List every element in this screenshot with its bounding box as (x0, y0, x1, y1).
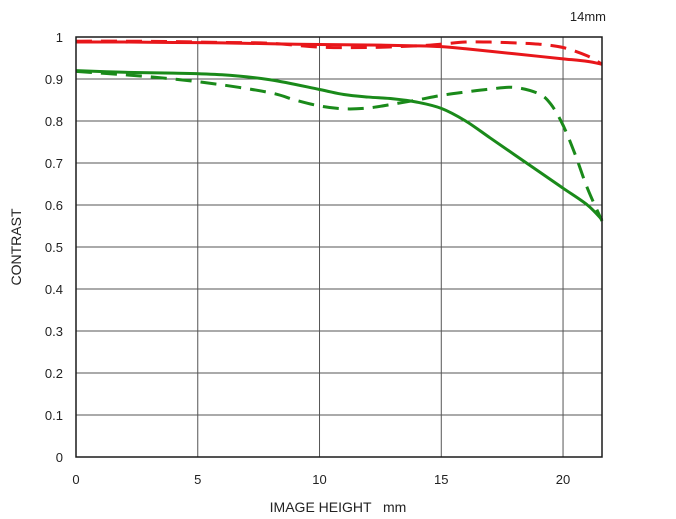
series-line-green-dashed (75, 69, 604, 222)
y-tick-label: 0.4 (45, 282, 63, 297)
y-tick-label: 0.9 (45, 72, 63, 87)
y-tick-label: 0.6 (45, 198, 63, 213)
x-axis-title: IMAGE HEIGHT mm (270, 499, 407, 515)
gridlines (75, 36, 602, 458)
y-tick-label: 0.8 (45, 114, 63, 129)
series-line-red-dashed (75, 39, 603, 66)
focal-length-label: 14mm (570, 9, 606, 24)
y-tick-label: 1 (56, 30, 63, 45)
y-tick-label: 0.7 (45, 156, 63, 171)
x-tick-label: 5 (194, 472, 201, 487)
plot-area-frame (75, 36, 603, 458)
series-lines (75, 39, 604, 222)
tick-labels: 00.10.20.30.40.50.60.70.80.910 5 10 15 20 (45, 30, 570, 487)
y-axis-title: CONTRAST (8, 208, 24, 285)
series-line-green-solid (75, 69, 604, 221)
x-tick-label: 20 (556, 472, 570, 487)
x-tick-label: 0 (72, 472, 79, 487)
x-tick-label: 10 (312, 472, 326, 487)
y-tick-label: 0.5 (45, 240, 63, 255)
x-tick-label: 15 (434, 472, 448, 487)
y-tick-label: 0.2 (45, 366, 63, 381)
y-tick-label: 0 (56, 450, 63, 465)
series-line-red-solid (75, 40, 603, 66)
y-tick-label: 0.3 (45, 324, 63, 339)
y-tick-label: 0.1 (45, 408, 63, 423)
